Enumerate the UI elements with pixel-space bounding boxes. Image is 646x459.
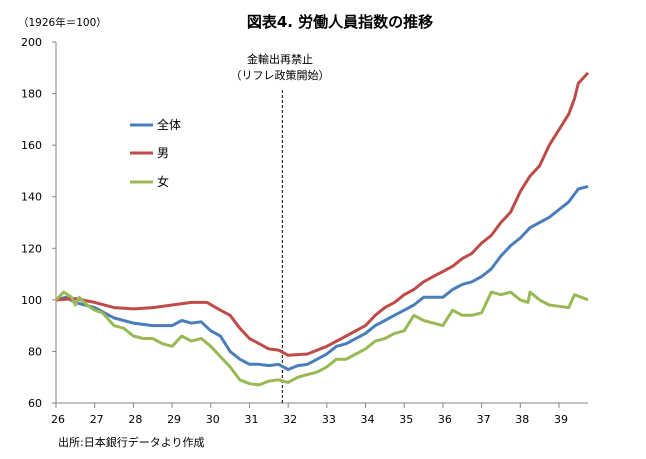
x-tick-label: 35 [399, 413, 413, 426]
x-tick-label: 34 [361, 413, 375, 426]
y-tick-label: 160 [21, 139, 42, 152]
series-line-1 [55, 71, 590, 357]
y-tick-label: 180 [21, 88, 42, 101]
legend-label: 男 [157, 146, 169, 160]
x-tick-label: 32 [283, 413, 297, 426]
y-tick-label: 60 [28, 397, 42, 410]
annotation-line1: 金輸出再禁止 [247, 52, 313, 66]
legend-label: 女 [157, 174, 169, 189]
y-axis-unit-label: （1926年＝100） [18, 16, 107, 29]
x-tick-label: 36 [438, 413, 452, 426]
x-tick-label: 39 [554, 413, 568, 426]
series-line-0 [55, 184, 589, 371]
x-tick-label: 26 [51, 413, 65, 426]
series-line-2 [54, 290, 589, 387]
x-tick-label: 31 [244, 413, 258, 426]
x-tick-label: 33 [322, 413, 336, 426]
y-tick-label: 120 [21, 242, 42, 255]
x-tick-label: 30 [206, 413, 220, 426]
y-tick-label: 80 [28, 345, 42, 358]
x-tick-label: 29 [167, 413, 181, 426]
chart-title: 図表4. 労働人員指数の推移 [247, 13, 433, 31]
y-tick-label: 100 [21, 294, 42, 307]
y-tick-label: 200 [21, 36, 42, 49]
x-tick-label: 28 [128, 413, 142, 426]
source-note: 出所:日本銀行データより作成 [58, 435, 205, 449]
annotation-line2: （リフレ政策開始） [231, 68, 330, 82]
legend-label: 全体 [157, 117, 181, 132]
y-tick-label: 140 [21, 191, 42, 204]
x-tick-label: 38 [515, 413, 529, 426]
x-tick-label: 27 [90, 413, 104, 426]
x-tick-label: 37 [477, 413, 491, 426]
